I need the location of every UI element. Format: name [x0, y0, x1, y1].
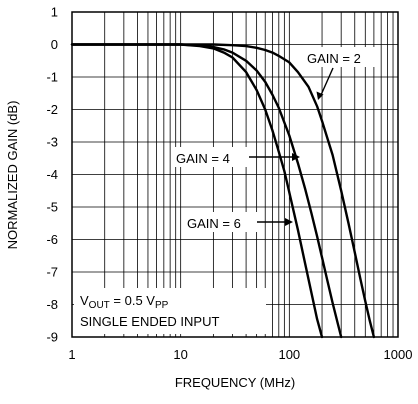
y-tick-label: -3 — [46, 135, 58, 150]
y-tick-label: 0 — [51, 37, 58, 52]
annotation-gain-2: GAIN = 2 — [304, 47, 378, 100]
series-line-gain-2 — [70, 43, 376, 339]
annotation-gain-6-label: GAIN = 6 — [187, 216, 241, 231]
grid — [72, 12, 398, 337]
y-tick-label: 1 — [51, 5, 58, 20]
annotation-gain-4: GAIN = 4 — [173, 147, 300, 167]
condition-vout: VOUT = 0.5 VPP — [80, 293, 169, 311]
annotation-gain-4-label: GAIN = 4 — [176, 151, 230, 166]
annotation-gain-2-label: GAIN = 2 — [307, 51, 361, 66]
y-tick-label: -5 — [46, 200, 58, 215]
y-axis-title: NORMALIZED GAIN (dB) — [5, 101, 20, 250]
annotation-gain-6: GAIN = 6 — [184, 212, 293, 232]
x-tick-label: 1 — [68, 347, 75, 362]
x-tick-label: 1000 — [384, 347, 413, 362]
y-tick-label: -1 — [46, 70, 58, 85]
x-tick-label: 10 — [173, 347, 187, 362]
series-line-gain-6 — [70, 43, 324, 339]
y-tick-label: -9 — [46, 330, 58, 345]
y-tick-label: -6 — [46, 232, 58, 247]
y-tick-label: -8 — [46, 297, 58, 312]
tick-labels: 10-1-2-3-4-5-6-7-8-91 10 100 1000 — [46, 5, 412, 363]
conditions-box: VOUT = 0.5 VPP SINGLE ENDED INPUT — [74, 288, 266, 334]
x-tick-label: 100 — [278, 347, 300, 362]
condition-input: SINGLE ENDED INPUT — [80, 314, 219, 329]
plot-frame — [71, 11, 399, 338]
y-tick-label: -4 — [46, 167, 58, 182]
x-axis-title: FREQUENCY (MHz) — [175, 375, 295, 390]
y-tick-label: -7 — [46, 265, 58, 280]
series-lines — [70, 43, 376, 339]
y-tick-label: -2 — [46, 102, 58, 117]
